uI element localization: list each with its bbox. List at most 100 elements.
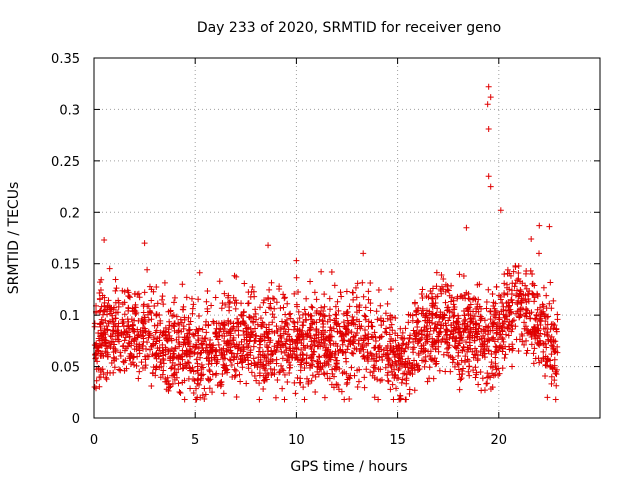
data-point [426, 331, 433, 338]
data-point [201, 335, 208, 342]
data-point [361, 312, 368, 319]
data-point [126, 333, 133, 340]
data-point [253, 332, 260, 339]
data-point [288, 336, 295, 343]
data-point [206, 341, 213, 348]
data-point [245, 357, 252, 364]
data-point [278, 362, 285, 369]
data-point [251, 359, 258, 366]
data-point [456, 271, 463, 278]
data-point [178, 319, 185, 326]
data-point [266, 286, 273, 293]
data-point [160, 367, 167, 374]
data-point [470, 367, 477, 374]
data-point [396, 342, 403, 349]
data-point [519, 338, 526, 345]
data-point [365, 288, 372, 295]
data-point [262, 309, 269, 316]
data-point [146, 283, 153, 290]
data-point [465, 368, 472, 375]
data-point [193, 356, 200, 363]
data-point [243, 380, 250, 387]
data-point [97, 374, 104, 381]
data-point [284, 321, 291, 328]
data-point [237, 378, 244, 385]
data-point [419, 305, 426, 312]
data-point [326, 327, 333, 334]
data-point [472, 345, 479, 352]
data-point [506, 303, 513, 310]
data-point [225, 318, 232, 325]
data-point [392, 315, 399, 322]
data-point [483, 380, 490, 387]
data-point [504, 284, 511, 291]
data-point [259, 348, 266, 355]
data-point [460, 343, 467, 350]
data-point [485, 286, 492, 293]
data-point [101, 294, 108, 301]
data-point [281, 294, 288, 301]
data-point [401, 335, 408, 342]
data-point [486, 337, 493, 344]
data-point [361, 374, 368, 381]
data-point [144, 266, 151, 273]
grid [94, 58, 600, 418]
data-point [280, 291, 287, 298]
data-point [202, 391, 209, 398]
data-point [176, 389, 183, 396]
data-point [380, 318, 387, 325]
data-point [548, 342, 555, 349]
data-point [536, 342, 543, 349]
data-point [203, 298, 210, 305]
data-point [371, 329, 378, 336]
data-point [500, 338, 507, 345]
data-point [195, 332, 202, 339]
data-point [245, 289, 252, 296]
data-point [159, 293, 166, 300]
data-point [171, 299, 178, 306]
data-point [221, 338, 228, 345]
data-point [201, 396, 208, 403]
data-point [145, 303, 152, 310]
y-tick-label: 0.3 [59, 103, 80, 118]
data-point [552, 370, 559, 377]
data-point [541, 312, 548, 319]
data-point [438, 272, 445, 279]
data-point [341, 323, 348, 330]
data-point [542, 372, 549, 379]
data-point [416, 365, 423, 372]
data-point [292, 354, 299, 361]
x-tick-label: 20 [491, 433, 508, 448]
data-point [458, 375, 465, 382]
data-point [513, 336, 520, 343]
data-point [193, 385, 200, 392]
data-point [268, 279, 275, 286]
data-point [149, 370, 156, 377]
data-point [534, 327, 541, 334]
data-point [245, 365, 252, 372]
data-point [194, 380, 201, 387]
data-point [473, 308, 480, 315]
data-point [343, 381, 350, 388]
data-point [281, 371, 288, 378]
data-point [530, 360, 537, 367]
data-point [224, 342, 231, 349]
data-point [512, 292, 519, 299]
data-point [384, 372, 391, 379]
data-point [329, 366, 336, 373]
data-point [476, 303, 483, 310]
data-point [382, 364, 389, 371]
data-point [245, 330, 252, 337]
data-point [372, 338, 379, 345]
data-point [348, 349, 355, 356]
data-point [446, 314, 453, 321]
data-point [120, 331, 127, 338]
data-point [471, 337, 478, 344]
data-point [453, 318, 460, 325]
data-point [547, 326, 554, 333]
data-point [136, 350, 143, 357]
data-point [159, 296, 166, 303]
data-point [369, 333, 376, 340]
data-point [232, 343, 239, 350]
x-tick-label: 15 [389, 433, 406, 448]
